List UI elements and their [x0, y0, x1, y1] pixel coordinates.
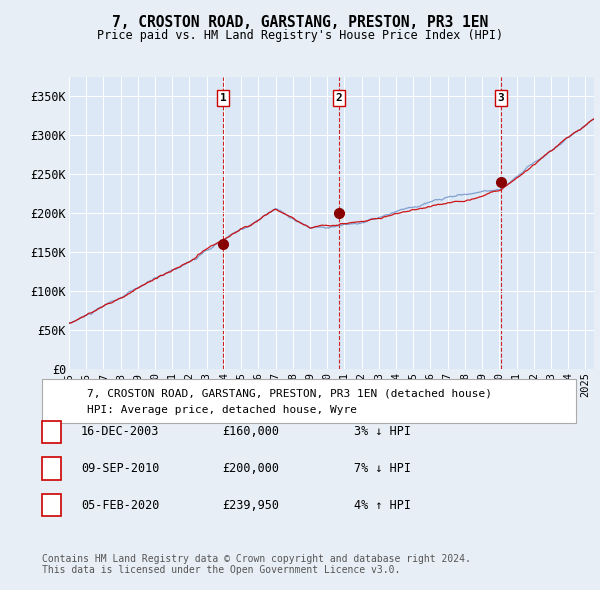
Text: £239,950: £239,950 — [222, 499, 279, 512]
Text: 16-DEC-2003: 16-DEC-2003 — [81, 425, 160, 438]
Text: 3% ↓ HPI: 3% ↓ HPI — [354, 425, 411, 438]
Text: Contains HM Land Registry data © Crown copyright and database right 2024.
This d: Contains HM Land Registry data © Crown c… — [42, 553, 471, 575]
Text: 7, CROSTON ROAD, GARSTANG, PRESTON, PR3 1EN: 7, CROSTON ROAD, GARSTANG, PRESTON, PR3 … — [112, 15, 488, 30]
Text: HPI: Average price, detached house, Wyre: HPI: Average price, detached house, Wyre — [87, 405, 357, 415]
Text: 2: 2 — [335, 93, 343, 103]
Text: 09-SEP-2010: 09-SEP-2010 — [81, 462, 160, 475]
Text: £160,000: £160,000 — [222, 425, 279, 438]
Text: 4% ↑ HPI: 4% ↑ HPI — [354, 499, 411, 512]
Text: 7, CROSTON ROAD, GARSTANG, PRESTON, PR3 1EN (detached house): 7, CROSTON ROAD, GARSTANG, PRESTON, PR3 … — [87, 389, 492, 398]
Text: 3: 3 — [48, 499, 55, 512]
Text: £200,000: £200,000 — [222, 462, 279, 475]
Text: 2: 2 — [48, 462, 55, 475]
Text: 1: 1 — [220, 93, 227, 103]
Text: 1: 1 — [48, 425, 55, 438]
Text: Price paid vs. HM Land Registry's House Price Index (HPI): Price paid vs. HM Land Registry's House … — [97, 30, 503, 42]
Text: 05-FEB-2020: 05-FEB-2020 — [81, 499, 160, 512]
Text: 7% ↓ HPI: 7% ↓ HPI — [354, 462, 411, 475]
Text: 3: 3 — [497, 93, 504, 103]
